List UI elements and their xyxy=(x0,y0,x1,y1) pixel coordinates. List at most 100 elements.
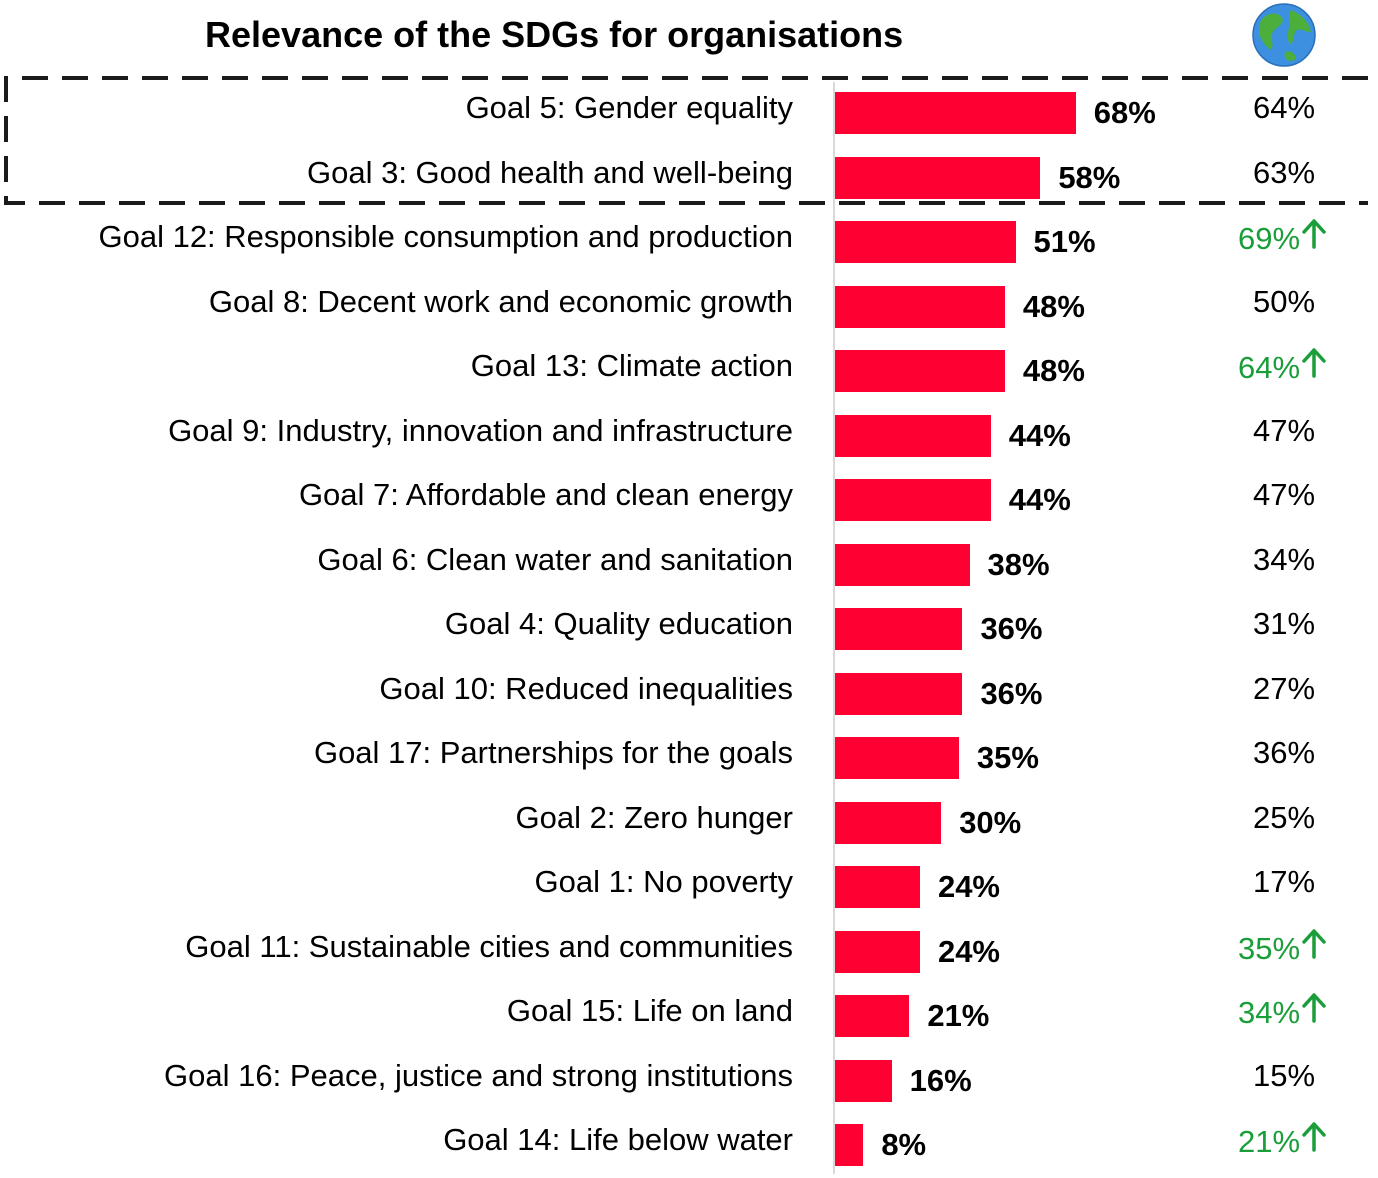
category-label: Goal 17: Partnerships for the goals xyxy=(313,735,793,770)
arrow-up-icon xyxy=(1302,993,1326,1023)
bar xyxy=(835,156,1041,199)
arrow-up-icon xyxy=(1302,219,1326,249)
globe-icon xyxy=(1252,3,1316,67)
value-label: 44% xyxy=(1008,417,1071,453)
category-label: Goal 9: Industry, innovation and infrast… xyxy=(168,412,793,448)
comparison-value: 63% xyxy=(1253,155,1315,191)
arrow-up-icon xyxy=(1302,1122,1326,1152)
comparison-label: 47% xyxy=(1253,477,1316,512)
comparison-value: 36% xyxy=(1253,735,1315,771)
value-label: 24% xyxy=(937,869,1000,904)
comparison-value: 69% xyxy=(1238,219,1326,257)
value-label: 36% xyxy=(980,675,1043,711)
bar-row: Goal 3: Good health and well-being 58% 63% xyxy=(0,147,1378,211)
category-label: Goal 6: Clean water and sanitation xyxy=(317,541,793,577)
value-label: 58% xyxy=(1058,159,1121,195)
axis-line xyxy=(833,82,835,1174)
value-label: 48% xyxy=(1022,353,1085,388)
comparison-label: 25% xyxy=(1253,799,1316,835)
bar-row: Goal 1: No poverty 24% 17% xyxy=(0,856,1378,920)
comparison-value: 17% xyxy=(1253,864,1315,900)
bar xyxy=(835,285,1005,328)
bar xyxy=(835,995,910,1037)
comparison-value: 31% xyxy=(1253,606,1315,642)
bar-row: Goal 2: Zero hunger 30% 25% xyxy=(0,792,1378,856)
bar-row: Goal 5: Gender equality 68% 64% xyxy=(0,82,1378,146)
bar xyxy=(835,930,920,973)
comparison-label: 31% xyxy=(1253,606,1316,641)
value-label: 44% xyxy=(1008,482,1071,517)
value-label: 68% xyxy=(1093,95,1156,130)
value-label: 30% xyxy=(959,804,1022,840)
bar xyxy=(835,1059,892,1102)
comparison-value: 34% xyxy=(1238,993,1326,1031)
comparison-label: 64% xyxy=(1238,350,1301,385)
category-label: Goal 8: Decent work and economic growth xyxy=(208,283,793,319)
bar xyxy=(835,801,942,844)
bar-row: Goal 9: Industry, innovation and infrast… xyxy=(0,405,1378,469)
bar-row: Goal 6: Clean water and sanitation 38% 34% xyxy=(0,534,1378,598)
comparison-label: 21% xyxy=(1238,1124,1301,1159)
category-label: Goal 2: Zero hunger xyxy=(515,799,793,835)
value-label: 35% xyxy=(976,740,1039,775)
chart-title: Relevance of the SDGs for organisations xyxy=(205,14,904,55)
value-label: 21% xyxy=(927,998,990,1033)
comparison-label: 47% xyxy=(1253,412,1316,448)
value-label: 36% xyxy=(980,611,1043,646)
highlight-box xyxy=(4,76,1368,205)
bar xyxy=(835,479,991,521)
bar-row: Goal 7: Affordable and clean energy 44% 47… xyxy=(0,469,1378,533)
comparison-label: 27% xyxy=(1253,670,1316,706)
bar xyxy=(835,92,1076,134)
bar xyxy=(835,350,1005,392)
category-label: Goal 11: Sustainable cities and communit… xyxy=(185,928,793,964)
bar-row: Goal 11: Sustainable cities and communit… xyxy=(0,921,1378,985)
value-label: 51% xyxy=(1033,224,1096,259)
bar-row: Goal 15: Life on land 21% 34% xyxy=(0,985,1378,1049)
comparison-value: 27% xyxy=(1253,671,1315,707)
category-label: Goal 16: Peace, justice and strong insti… xyxy=(164,1057,793,1093)
bar xyxy=(835,1124,864,1166)
category-label: Goal 10: Reduced inequalities xyxy=(379,670,793,706)
value-label: 8% xyxy=(881,1127,927,1162)
category-label: Goal 12: Responsible consumption and pro… xyxy=(98,219,793,254)
bar-row: Goal 4: Quality education 36% 31% xyxy=(0,598,1378,662)
category-label: Goal 7: Affordable and clean energy xyxy=(298,477,793,512)
bar-row: Goal 17: Partnerships for the goals 35% 36… xyxy=(0,727,1378,791)
bar xyxy=(835,672,963,715)
comparison-value: 34% xyxy=(1253,542,1315,578)
comparison-value: 47% xyxy=(1253,477,1315,513)
comparison-label: 64% xyxy=(1253,90,1316,125)
comparison-label: 17% xyxy=(1253,864,1316,899)
comparison-value: 21% xyxy=(1238,1122,1326,1160)
comparison-label: 15% xyxy=(1253,1057,1316,1093)
bar-row: Goal 14: Life below water 8% 21% xyxy=(0,1114,1378,1178)
category-label: Goal 14: Life below water xyxy=(443,1122,793,1157)
bar xyxy=(835,543,970,586)
value-label: 38% xyxy=(987,546,1050,582)
comparison-value: 50% xyxy=(1253,284,1315,320)
comparison-value: 25% xyxy=(1253,800,1315,836)
category-label: Goal 4: Quality education xyxy=(444,606,793,641)
comparison-label: 50% xyxy=(1253,283,1316,319)
comparison-value: 35% xyxy=(1238,928,1326,967)
comparison-label: 34% xyxy=(1238,995,1301,1030)
value-label: 48% xyxy=(1022,288,1085,324)
value-label: 16% xyxy=(909,1062,972,1098)
category-label: Goal 13: Climate action xyxy=(470,348,793,383)
comparison-value: 15% xyxy=(1253,1058,1315,1094)
comparison-label: 34% xyxy=(1253,541,1316,577)
bar-row: Goal 8: Decent work and economic growth 4… xyxy=(0,276,1378,340)
bar xyxy=(835,737,959,779)
bar-row: Goal 16: Peace, justice and strong insti… xyxy=(0,1050,1378,1114)
category-label: Goal 1: No poverty xyxy=(534,864,793,899)
comparison-value: 47% xyxy=(1253,413,1315,449)
bar xyxy=(835,414,991,457)
bar-row: Goal 13: Climate action 48% 64% xyxy=(0,340,1378,404)
category-label: Goal 3: Good health and well-being xyxy=(307,154,793,190)
category-label: Goal 15: Life on land xyxy=(506,993,793,1028)
arrow-up-icon xyxy=(1302,348,1326,378)
bar xyxy=(835,608,963,650)
comparison-label: 35% xyxy=(1238,930,1301,966)
comparison-label: 36% xyxy=(1253,735,1316,770)
